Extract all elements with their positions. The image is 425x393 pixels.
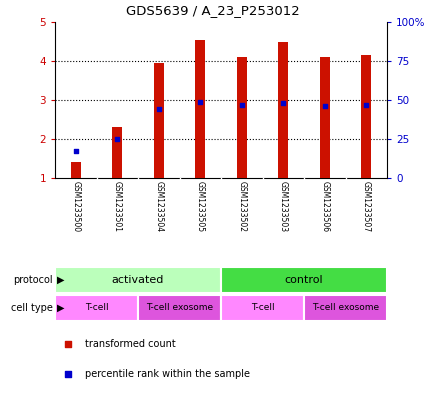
Bar [320, 57, 330, 178]
Point [72, 148, 79, 154]
Point [280, 100, 286, 106]
Bar [221, 267, 387, 293]
Point [114, 136, 121, 142]
Text: GSM1233503: GSM1233503 [279, 182, 288, 233]
Point [363, 101, 370, 108]
Text: GSM1233501: GSM1233501 [113, 182, 122, 233]
Bar [138, 295, 221, 321]
Text: T-cell: T-cell [251, 303, 274, 312]
Text: GSM1233500: GSM1233500 [71, 182, 80, 233]
Bar [71, 162, 81, 178]
Bar [304, 295, 387, 321]
Bar [55, 267, 221, 293]
Bar [361, 55, 371, 178]
Point [65, 341, 72, 347]
Point [238, 101, 245, 108]
Bar [237, 57, 247, 178]
Point [197, 98, 204, 105]
Point [321, 103, 328, 109]
Text: GSM1233502: GSM1233502 [237, 182, 246, 233]
Bar [55, 295, 138, 321]
Point [65, 371, 72, 377]
Bar [112, 127, 122, 178]
Text: percentile rank within the sample: percentile rank within the sample [85, 369, 250, 379]
Text: GSM1233507: GSM1233507 [362, 182, 371, 233]
Text: GSM1233505: GSM1233505 [196, 182, 205, 233]
Bar [278, 42, 289, 178]
Text: protocol: protocol [13, 275, 53, 285]
Text: activated: activated [112, 275, 164, 285]
Bar [153, 63, 164, 178]
Point [156, 106, 162, 112]
Bar [195, 40, 205, 178]
Bar [221, 295, 304, 321]
Text: ▶: ▶ [57, 275, 65, 285]
Text: cell type: cell type [11, 303, 53, 313]
Text: GSM1233506: GSM1233506 [320, 182, 329, 233]
Text: control: control [285, 275, 323, 285]
Text: GSM1233504: GSM1233504 [154, 182, 163, 233]
Text: T-cell exosome: T-cell exosome [146, 303, 213, 312]
Text: T-cell exosome: T-cell exosome [312, 303, 379, 312]
Text: T-cell: T-cell [85, 303, 108, 312]
Text: transformed count: transformed count [85, 339, 176, 349]
Text: ▶: ▶ [57, 303, 65, 313]
Text: GDS5639 / A_23_P253012: GDS5639 / A_23_P253012 [126, 4, 299, 17]
